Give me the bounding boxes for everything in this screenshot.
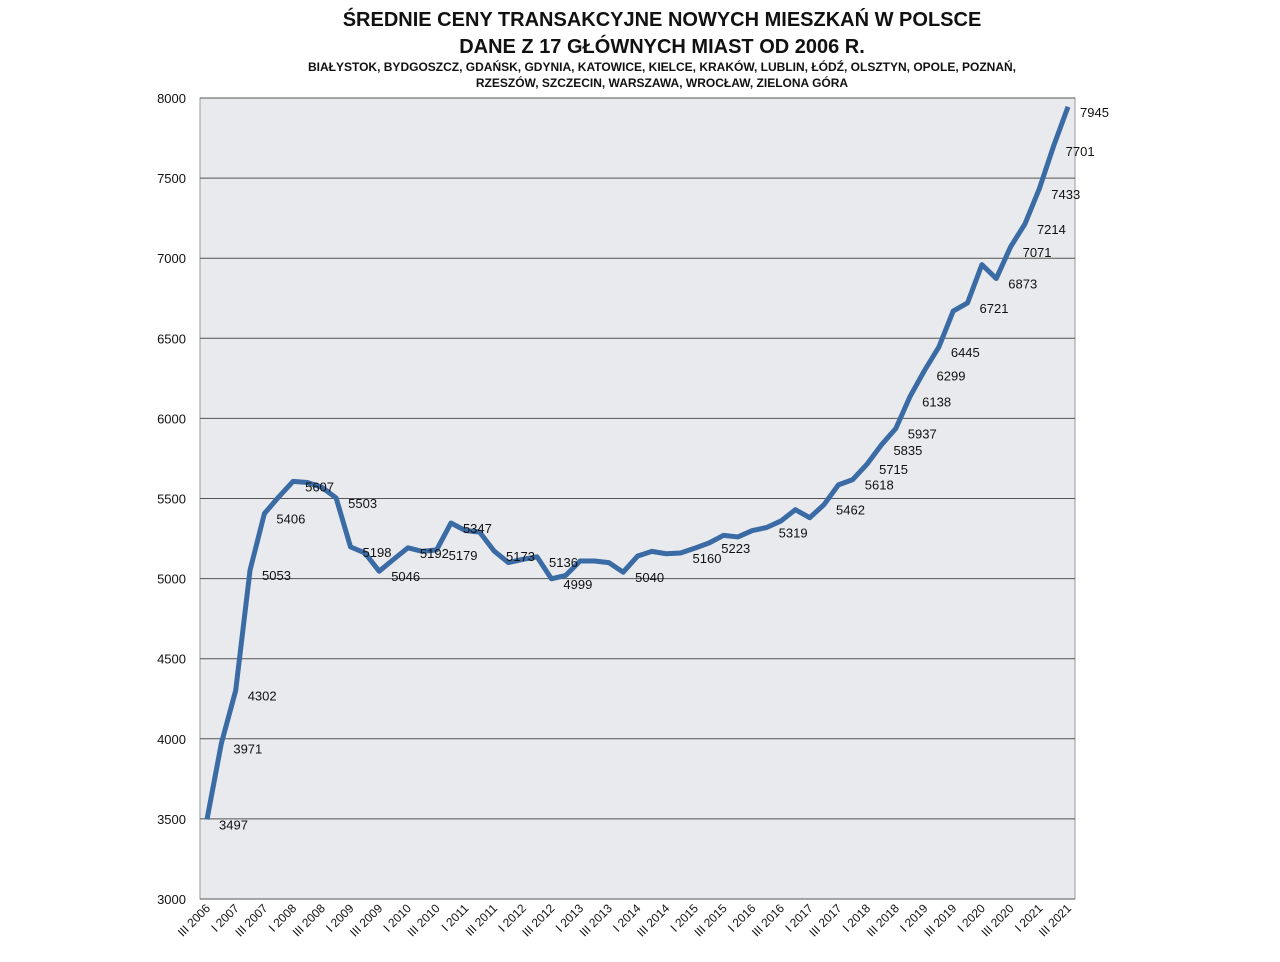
data-label: 7214 bbox=[1037, 222, 1066, 237]
x-tick-label: III 2015 bbox=[692, 901, 730, 939]
data-label: 4302 bbox=[248, 688, 277, 703]
y-tick-label: 8000 bbox=[157, 91, 186, 106]
data-label: 5040 bbox=[635, 570, 664, 585]
data-label: 5607 bbox=[305, 479, 334, 494]
y-tick-label: 6000 bbox=[157, 411, 186, 426]
data-label: 6721 bbox=[980, 301, 1009, 316]
data-label: 6873 bbox=[1008, 277, 1037, 292]
x-tick-label: III 2021 bbox=[1036, 901, 1074, 939]
data-label: 7701 bbox=[1066, 144, 1095, 159]
y-tick-label: 4000 bbox=[157, 732, 186, 747]
data-label: 5046 bbox=[391, 569, 420, 584]
chart-title: ŚREDNIE CENY TRANSAKCYJNE NOWYCH MIESZKA… bbox=[343, 7, 982, 31]
chart-title: DANE Z 17 GŁÓWNYCH MIAST OD 2006 R. bbox=[459, 34, 865, 58]
x-tick-label: III 2018 bbox=[864, 901, 902, 939]
data-label: 5192 bbox=[420, 546, 449, 561]
data-label: 5198 bbox=[363, 545, 392, 560]
x-tick-label: III 2012 bbox=[519, 901, 557, 939]
x-tick-label: III 2019 bbox=[921, 901, 959, 939]
x-tick-label: III 2011 bbox=[463, 901, 501, 939]
x-tick-label: III 2014 bbox=[634, 901, 672, 939]
y-tick-label: 7500 bbox=[157, 171, 186, 186]
chart-subtitle: RZESZÓW, SZCZECIN, WARSZAWA, WROCŁAW, ZI… bbox=[476, 75, 849, 90]
data-label: 4999 bbox=[563, 577, 592, 592]
x-tick-label: III 2013 bbox=[577, 901, 615, 939]
x-tick-label: III 2010 bbox=[405, 901, 443, 939]
data-label: 5347 bbox=[463, 521, 492, 536]
data-label: 3971 bbox=[233, 741, 262, 756]
x-tick-label: III 2017 bbox=[806, 901, 844, 939]
data-label: 5715 bbox=[879, 462, 908, 477]
data-label: 5053 bbox=[262, 568, 291, 583]
data-label: 5160 bbox=[693, 551, 722, 566]
data-label: 5835 bbox=[893, 443, 922, 458]
data-label: 6138 bbox=[922, 394, 951, 409]
data-line bbox=[204, 105, 1071, 820]
y-tick-label: 3000 bbox=[157, 892, 186, 907]
data-label: 5937 bbox=[908, 426, 937, 441]
data-label: 7945 bbox=[1080, 105, 1109, 120]
x-tick-label: III 2007 bbox=[232, 901, 270, 939]
data-label: 5179 bbox=[449, 548, 478, 563]
data-label: 5406 bbox=[276, 512, 305, 527]
data-label: 5173 bbox=[506, 549, 535, 564]
x-tick-label: III 2020 bbox=[979, 901, 1017, 939]
y-tick-label: 4500 bbox=[157, 652, 186, 667]
data-label: 7071 bbox=[1023, 245, 1052, 260]
y-tick-label: 5000 bbox=[157, 572, 186, 587]
x-tick-label: III 2016 bbox=[749, 901, 787, 939]
data-label: 7433 bbox=[1051, 187, 1080, 202]
y-tick-label: 6500 bbox=[157, 331, 186, 346]
data-label: 5136 bbox=[549, 555, 578, 570]
data-label: 5223 bbox=[721, 541, 750, 556]
chart-subtitle: BIAŁYSTOK, BYDGOSZCZ, GDAŃSK, GDYNIA, KA… bbox=[308, 59, 1016, 74]
data-label: 5319 bbox=[779, 525, 808, 540]
data-label: 5462 bbox=[836, 503, 865, 518]
data-label: 5503 bbox=[348, 496, 377, 511]
x-tick-label: III 2009 bbox=[347, 901, 385, 939]
x-tick-label: III 2008 bbox=[290, 901, 328, 939]
y-tick-label: 5500 bbox=[157, 492, 186, 507]
y-tick-label: 7000 bbox=[157, 251, 186, 266]
data-label: 5618 bbox=[865, 478, 894, 493]
data-label: 6445 bbox=[951, 345, 980, 360]
y-tick-label: 3500 bbox=[157, 812, 186, 827]
data-label: 6299 bbox=[937, 369, 966, 384]
data-label: 3497 bbox=[219, 817, 248, 832]
